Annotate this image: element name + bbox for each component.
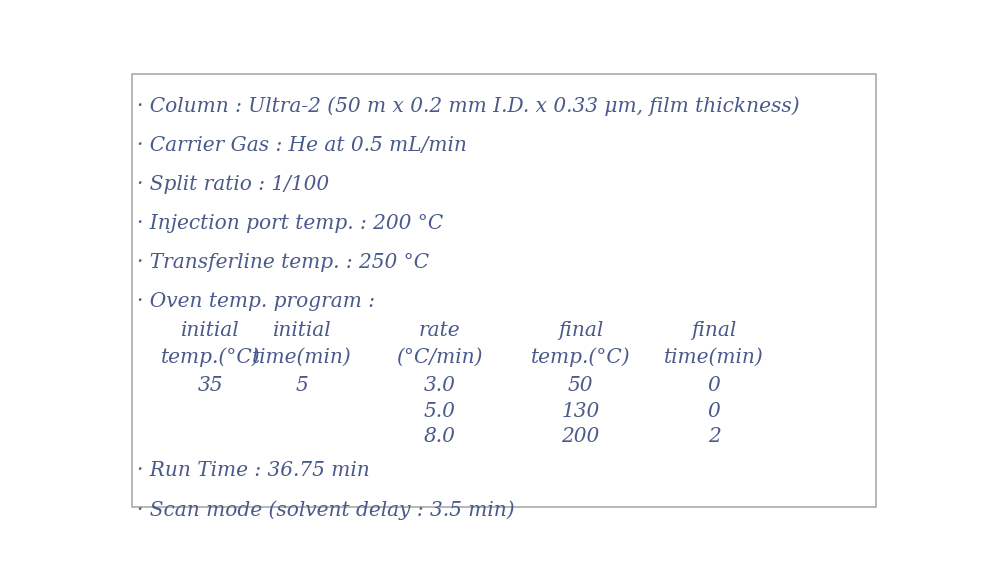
Text: 2: 2 xyxy=(707,427,720,446)
Text: time(min): time(min) xyxy=(664,348,764,367)
Text: 3.0: 3.0 xyxy=(423,376,456,395)
Text: temp.(°C): temp.(°C) xyxy=(530,348,631,367)
FancyBboxPatch shape xyxy=(132,74,877,507)
Text: · Transferline temp. : 250 °C: · Transferline temp. : 250 °C xyxy=(137,253,429,272)
Text: initial: initial xyxy=(181,320,240,339)
Text: 200: 200 xyxy=(562,427,599,446)
Text: final: final xyxy=(558,320,603,339)
Text: 0: 0 xyxy=(707,376,720,395)
Text: rate: rate xyxy=(418,320,461,339)
Text: 130: 130 xyxy=(562,402,599,421)
Text: · Scan mode (solvent delay : 3.5 min): · Scan mode (solvent delay : 3.5 min) xyxy=(137,500,515,520)
Text: · Run Time : 36.75 min: · Run Time : 36.75 min xyxy=(137,461,369,480)
Text: temp.(°C): temp.(°C) xyxy=(161,348,261,367)
Text: · Oven temp. program :: · Oven temp. program : xyxy=(137,292,375,311)
Text: initial: initial xyxy=(273,320,332,339)
Text: time(min): time(min) xyxy=(252,348,352,367)
Text: 0: 0 xyxy=(707,402,720,421)
Text: 35: 35 xyxy=(198,376,223,395)
Text: 8.0: 8.0 xyxy=(423,427,456,446)
Text: · Injection port temp. : 200 °C: · Injection port temp. : 200 °C xyxy=(137,214,443,233)
Text: final: final xyxy=(692,320,737,339)
Text: 5.0: 5.0 xyxy=(423,402,456,421)
Text: (°C/min): (°C/min) xyxy=(397,348,483,367)
Text: · Carrier Gas : He at 0.5 mL/min: · Carrier Gas : He at 0.5 mL/min xyxy=(137,136,466,154)
Text: · Split ratio : 1/100: · Split ratio : 1/100 xyxy=(137,175,329,194)
Text: 50: 50 xyxy=(568,376,593,395)
Text: · Column : Ultra-2 (50 m x 0.2 mm I.D. x 0.33 μm, film thickness): · Column : Ultra-2 (50 m x 0.2 mm I.D. x… xyxy=(137,97,799,116)
Text: 5: 5 xyxy=(296,376,309,395)
